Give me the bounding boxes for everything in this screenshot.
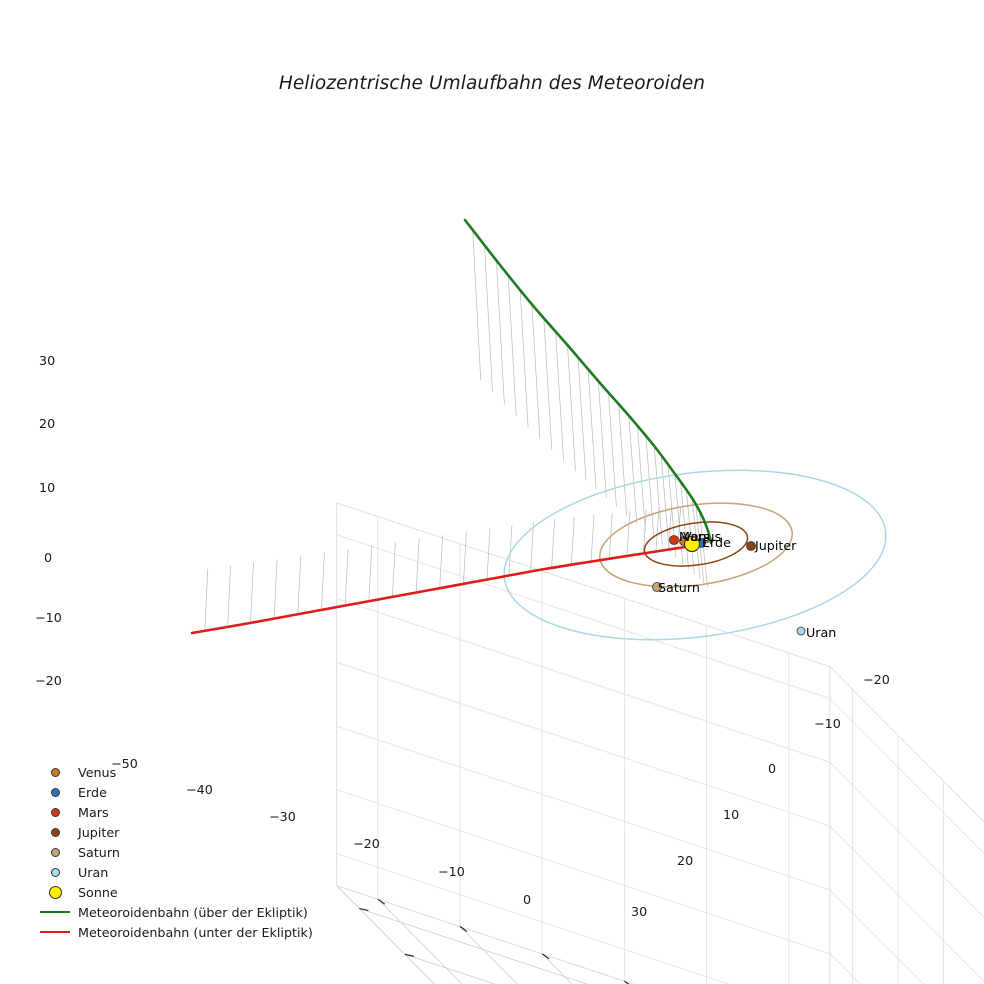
legend-item-label: Erde (78, 784, 107, 800)
legend-item-erde[interactable]: Erde (36, 782, 336, 802)
legend: Venus Erde Mars Jupiter Saturn Uran Sonne Meteo… (36, 762, 336, 942)
x-axis-tick-label: 0 (523, 892, 532, 907)
legend-item-label: Jupiter (78, 824, 120, 840)
legend-item-meteoroidenbahn[interactable]: Meteoroidenbahn (unter der Ekliptik) (36, 922, 336, 942)
body-Saturn (652, 582, 662, 592)
z-axis-tick-label: 20 (39, 416, 56, 431)
z-axis-tick-label: −10 (35, 610, 62, 625)
z-axis-tick-label: 0 (44, 550, 53, 565)
y-axis-tick-label: −20 (863, 672, 890, 687)
legend-item-label: Saturn (78, 844, 120, 860)
circle-marker-icon (50, 827, 60, 837)
x-axis-tick-label: −10 (438, 864, 465, 879)
legend-item-uran[interactable]: Uran (36, 862, 336, 882)
legend-item-saturn[interactable]: Saturn (36, 842, 336, 862)
celestial-bodies (652, 535, 806, 636)
orbit-Jupiter-Orbit (643, 521, 749, 567)
x-axis-tick-label: −50 (111, 756, 138, 771)
x-axis-tick-label: −20 (353, 836, 380, 851)
axes-panes (336, 502, 984, 984)
legend-item-mars[interactable]: Mars (36, 802, 336, 822)
legend-line-icon (36, 902, 74, 922)
meteoroid-trajectories (190, 218, 713, 635)
orbit-ellipses (503, 469, 887, 641)
legend-marker-icon (36, 782, 74, 802)
line-sample-icon (40, 911, 70, 913)
annotation-erde: Erde (702, 535, 731, 550)
legend-item-label: Uran (78, 864, 109, 880)
circle-marker-icon (50, 867, 60, 877)
line-sample-icon (40, 931, 70, 933)
legend-item-label: Venus (78, 764, 117, 780)
y-axis-tick-label: 0 (768, 761, 777, 776)
circle-marker-icon (50, 847, 60, 857)
legend-marker-icon (36, 882, 74, 902)
y-axis-tick-label: 10 (723, 807, 740, 822)
legend-item-label: Meteoroidenbahn (unter der Ekliptik) (78, 924, 313, 940)
z-axis-tick-label: 30 (39, 353, 56, 368)
circle-marker-icon (48, 885, 62, 899)
axes-gridlines (336, 502, 984, 984)
z-axis-tick-label: −20 (35, 673, 62, 688)
body-Jupiter (746, 541, 756, 551)
body-Uran (796, 626, 806, 636)
legend-marker-icon (36, 762, 74, 782)
z-axis-tick-label: 10 (39, 480, 56, 495)
legend-item-jupiter[interactable]: Jupiter (36, 822, 336, 842)
legend-item-label: Meteoroidenbahn (über der Ekliptik) (78, 904, 308, 920)
x-axis-tick-label: −30 (269, 809, 296, 824)
body-Mars (669, 535, 679, 545)
legend-marker-icon (36, 842, 74, 862)
orbit-Saturn-Orbit (599, 502, 793, 588)
annotation-uran: Uran (806, 625, 837, 640)
legend-marker-icon (36, 822, 74, 842)
x-axis-tick-label: −40 (186, 782, 213, 797)
legend-marker-icon (36, 802, 74, 822)
circle-marker-icon (50, 787, 60, 797)
annotation-jupiter: Jupiter (755, 538, 797, 553)
trajectory-Meteoroidenbahn (unter der Ekliptik) (190, 541, 707, 635)
trajectory-Meteoroidenbahn (über der Ekliptik) (463, 218, 713, 545)
page-title: Heliozentrische Umlaufbahn des Meteoroid… (278, 73, 706, 94)
legend-item-venus[interactable]: Venus (36, 762, 336, 782)
annotation-saturn: Saturn (658, 580, 700, 595)
circle-marker-icon (50, 767, 60, 777)
annotation-mars: Mars (679, 529, 710, 544)
legend-item-label: Sonne (78, 884, 118, 900)
y-axis-tick-label: −10 (814, 716, 841, 731)
y-axis-tick-label: 20 (677, 853, 694, 868)
legend-marker-icon (36, 862, 74, 882)
legend-line-icon (36, 922, 74, 942)
annotation-venus: Venus (683, 529, 722, 544)
legend-item-meteoroidenbahn[interactable]: Meteoroidenbahn (über der Ekliptik) (36, 902, 336, 922)
orbit-Uran-Orbit (503, 469, 887, 641)
legend-item-sonne[interactable]: Sonne (36, 882, 336, 902)
legend-item-label: Mars (78, 804, 109, 820)
y-axis-tick-label: 30 (631, 904, 648, 919)
body-Sonne (683, 535, 701, 553)
circle-marker-icon (50, 807, 60, 817)
